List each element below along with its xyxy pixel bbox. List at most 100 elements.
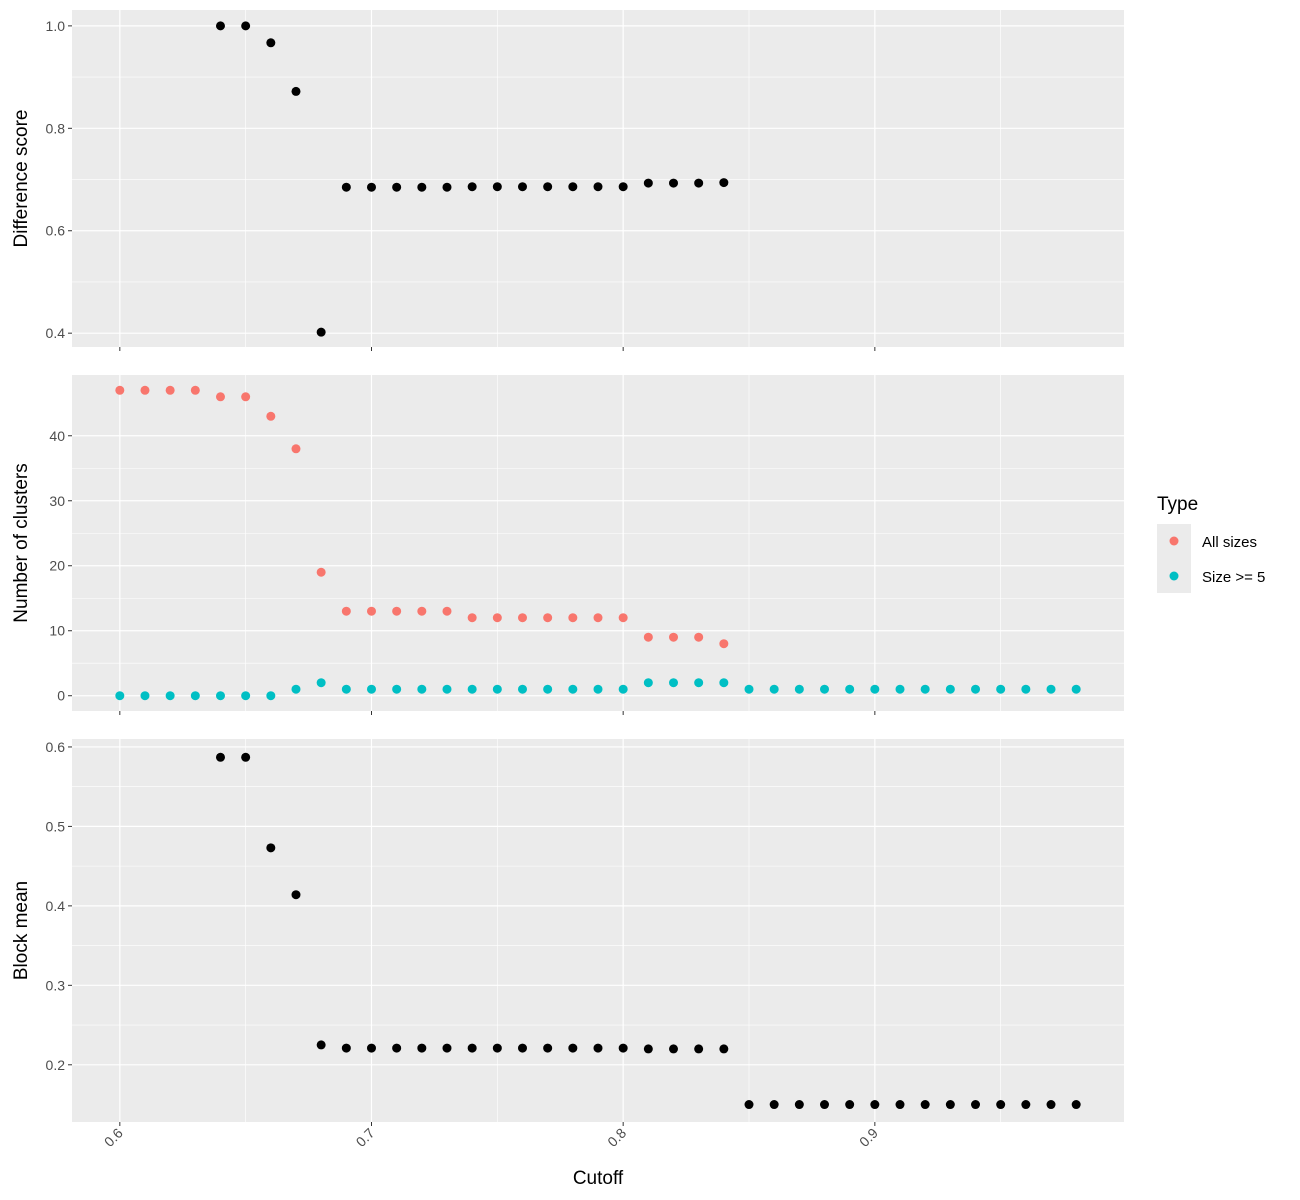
data-point — [341, 606, 351, 616]
y-tick-label: 0.6 — [46, 739, 66, 755]
data-point — [190, 691, 200, 701]
data-point — [341, 1043, 351, 1053]
data-point — [719, 178, 729, 188]
data-point — [1071, 684, 1081, 694]
data-point — [190, 385, 200, 395]
data-point — [165, 385, 175, 395]
data-point — [417, 1043, 427, 1053]
y-axis-title: Number of clusters — [11, 463, 32, 622]
data-point — [568, 613, 578, 623]
data-point — [442, 684, 452, 694]
data-point — [140, 691, 150, 701]
data-point — [568, 182, 578, 192]
data-point — [945, 1100, 955, 1110]
data-point — [115, 691, 125, 701]
data-point — [996, 684, 1006, 694]
data-point — [442, 182, 452, 192]
data-point — [971, 684, 981, 694]
data-point — [266, 843, 276, 853]
y-tick-label: 40 — [49, 428, 65, 444]
panel-background — [72, 739, 1124, 1122]
y-tick-label: 0.6 — [46, 223, 66, 239]
data-point — [669, 1044, 679, 1054]
legend-label-all-sizes: All sizes — [1202, 534, 1257, 551]
panels: 0.4 0.6 0.8 1.0 Difference score 0 10 20 30 40 Num… — [11, 10, 1124, 1126]
data-point — [467, 684, 477, 694]
data-point — [165, 691, 175, 701]
y-tick-label: 0.2 — [46, 1057, 66, 1073]
data-point — [744, 1100, 754, 1110]
data-point — [945, 684, 955, 694]
data-point — [870, 1100, 880, 1110]
data-point — [719, 1044, 729, 1054]
data-point — [669, 678, 679, 688]
y-tick-label: 30 — [49, 493, 65, 509]
panel-clusters: 0 10 20 30 40 Number of clusters — [11, 375, 1124, 715]
data-point — [291, 684, 301, 694]
data-point — [215, 392, 225, 402]
data-point — [694, 1044, 704, 1054]
data-point — [643, 678, 653, 688]
data-point — [568, 684, 578, 694]
data-point — [543, 1043, 553, 1053]
data-point — [1021, 684, 1031, 694]
data-point — [870, 684, 880, 694]
data-point — [392, 684, 402, 694]
data-point — [895, 684, 905, 694]
data-point — [266, 411, 276, 421]
data-point — [769, 1100, 779, 1110]
data-point — [366, 684, 376, 694]
panel-difference: 0.4 0.6 0.8 1.0 Difference score — [11, 10, 1124, 351]
data-point — [241, 21, 251, 31]
data-point — [694, 632, 704, 642]
data-point — [971, 1100, 981, 1110]
data-point — [215, 21, 225, 31]
data-point — [643, 1044, 653, 1054]
data-point — [241, 691, 251, 701]
legend-key-size-ge-5 — [1169, 571, 1179, 581]
y-tick-label: 0.8 — [46, 120, 66, 136]
data-point — [618, 182, 628, 192]
x-axis-title: Cutoff — [573, 1168, 624, 1189]
data-point — [417, 606, 427, 616]
data-point — [417, 182, 427, 192]
y-tick-label: 20 — [49, 558, 65, 574]
data-point — [593, 182, 603, 192]
data-point — [895, 1100, 905, 1110]
data-point — [769, 684, 779, 694]
series-blockmean-0 — [215, 752, 1081, 1110]
data-point — [492, 182, 502, 192]
y-axis-title: Difference score — [11, 110, 32, 248]
data-point — [291, 86, 301, 96]
data-point — [492, 1043, 502, 1053]
data-point — [291, 890, 301, 900]
data-point — [820, 1100, 830, 1110]
legend: Type All sizes Size >= 5 — [1157, 494, 1265, 593]
data-point — [845, 684, 855, 694]
data-point — [392, 1043, 402, 1053]
panel-blockmean: 0.2 0.3 0.4 0.5 0.6 Block mean — [11, 739, 1124, 1126]
y-tick-label: 0.4 — [46, 898, 66, 914]
data-point — [392, 606, 402, 616]
data-point — [820, 684, 830, 694]
y-tick-label: 0.3 — [46, 977, 66, 993]
data-point — [719, 678, 729, 688]
data-point — [543, 613, 553, 623]
data-point — [517, 684, 527, 694]
data-point — [517, 182, 527, 192]
data-point — [618, 684, 628, 694]
data-point — [316, 1040, 326, 1050]
y-axis-title: Block mean — [11, 881, 32, 980]
data-point — [568, 1043, 578, 1053]
y-tick-label: 10 — [49, 623, 65, 639]
data-point — [593, 1043, 603, 1053]
data-point — [1021, 1100, 1031, 1110]
data-point — [1071, 1100, 1081, 1110]
data-point — [366, 182, 376, 192]
data-point — [845, 1100, 855, 1110]
data-point — [366, 606, 376, 616]
data-point — [215, 752, 225, 762]
data-point — [140, 385, 150, 395]
data-point — [316, 327, 326, 337]
